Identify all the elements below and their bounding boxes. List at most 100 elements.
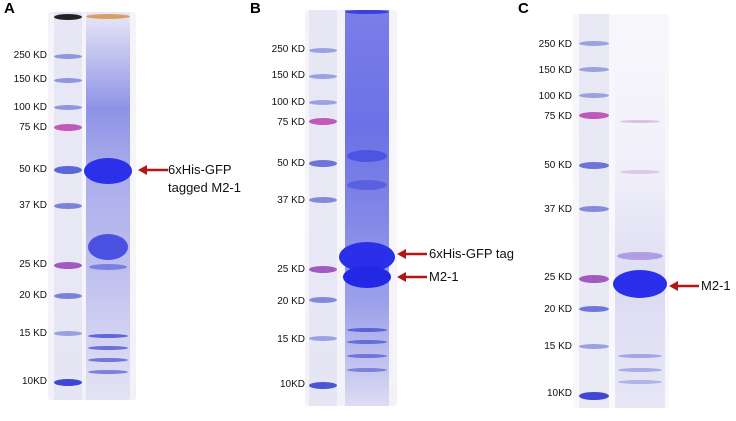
- ladder-band: [54, 293, 82, 299]
- ladder-band: [54, 105, 82, 110]
- mw-label: 10KD: [21, 376, 47, 387]
- sample-band: [88, 370, 128, 374]
- annotation-gfp-tagged-line1: 6xHis-GFP: [168, 162, 232, 177]
- ladder-band: [579, 306, 609, 312]
- sample-band: [617, 252, 663, 260]
- ladder-band-pink: [54, 262, 82, 269]
- ladder-band: [309, 297, 337, 303]
- ladder-band: [579, 344, 609, 349]
- panel-label-a: A: [4, 0, 15, 17]
- sample-band: [618, 368, 662, 372]
- annotation-m2-1: M2-1: [429, 269, 459, 284]
- sample-band: [347, 340, 387, 344]
- ladder-band: [309, 336, 337, 341]
- mw-label: 50 KD: [19, 164, 47, 175]
- panel-label-c: C: [518, 0, 529, 17]
- ladder-band: [54, 331, 82, 336]
- sample-lane: [84, 12, 132, 400]
- annotation-m2-1: M2-1: [701, 278, 731, 293]
- band-m2-1: [613, 270, 667, 298]
- ladder-band: [579, 162, 609, 169]
- mw-label: 75 KD: [544, 111, 572, 122]
- mw-label: 37 KD: [19, 200, 47, 211]
- mw-label: 150 KD: [538, 65, 572, 76]
- panel-a: A 250 KD 150 KD 100 KD 75 KD 50 KD 37 KD…: [0, 0, 245, 421]
- ladder-band: [54, 203, 82, 209]
- well: [86, 14, 130, 19]
- arrow-icon: [138, 165, 168, 175]
- ladder-band: [54, 379, 82, 386]
- sample-band: [88, 346, 128, 350]
- ladder-lane: [309, 10, 337, 406]
- mw-label: 20 KD: [19, 290, 47, 301]
- ladder-band: [309, 74, 337, 79]
- ladder-band-pink: [309, 118, 337, 125]
- mw-label: 75 KD: [277, 117, 305, 128]
- ladder-lane: [579, 14, 609, 408]
- mw-label: 20 KD: [544, 304, 572, 315]
- ladder-band-pink: [579, 275, 609, 283]
- ladder-band-pink: [579, 112, 609, 119]
- well: [345, 10, 389, 14]
- mw-label: 25 KD: [19, 259, 47, 270]
- sample-band: [88, 334, 128, 338]
- arrow-icon: [397, 272, 427, 282]
- mw-label: 15 KD: [277, 334, 305, 345]
- mw-label: 100 KD: [13, 102, 47, 113]
- mw-label: 37 KD: [544, 204, 572, 215]
- band-m2-1: [343, 266, 391, 288]
- ladder-band-pink: [54, 124, 82, 131]
- sample-band: [618, 380, 662, 384]
- ladder-band-pink: [309, 266, 337, 273]
- sample-band: [347, 150, 387, 162]
- sample-band: [88, 358, 128, 362]
- band-gfp-m2-1: [84, 158, 132, 184]
- mw-label: 150 KD: [13, 74, 47, 85]
- mw-label: 10KD: [546, 388, 572, 399]
- mw-label: 37 KD: [277, 195, 305, 206]
- mw-label: 25 KD: [544, 272, 572, 283]
- panel-b: B 250 KD 150 KD 100 KD 75 KD 50 KD 37 KD…: [245, 0, 515, 421]
- ladder-band: [54, 54, 82, 59]
- panel-c: C 250 KD 150 KD 100 KD 75 KD 50 KD 37 KD…: [515, 0, 736, 421]
- ladder-band: [579, 392, 609, 400]
- mw-label: 250 KD: [538, 39, 572, 50]
- annotation-gfp-tagged-line2: tagged M2-1: [168, 180, 241, 195]
- ladder-band: [309, 48, 337, 53]
- mw-label: 150 KD: [271, 70, 305, 81]
- sample-lane: [339, 10, 395, 406]
- sample-band: [618, 354, 662, 358]
- mw-label: 250 KD: [13, 50, 47, 61]
- ladder-band: [579, 93, 609, 98]
- ladder-band: [579, 67, 609, 72]
- gel-image-a: [48, 12, 136, 400]
- mw-label: 100 KD: [271, 97, 305, 108]
- ladder-band: [54, 78, 82, 83]
- mw-label: 10KD: [279, 379, 305, 390]
- ladder-band: [309, 100, 337, 105]
- ladder-band: [309, 160, 337, 167]
- mw-label: 15 KD: [544, 341, 572, 352]
- gel-image-b: [305, 10, 397, 406]
- mw-label: 50 KD: [544, 160, 572, 171]
- mw-label: 75 KD: [19, 122, 47, 133]
- sample-band: [620, 120, 660, 123]
- ladder-band: [309, 382, 337, 389]
- mw-label: 50 KD: [277, 158, 305, 169]
- mw-label: 25 KD: [277, 264, 305, 275]
- sample-lane: [613, 14, 667, 408]
- mw-label: 250 KD: [271, 44, 305, 55]
- ladder-band: [309, 197, 337, 203]
- mw-label: 100 KD: [538, 91, 572, 102]
- mw-label: 15 KD: [19, 328, 47, 339]
- sample-band: [620, 170, 660, 174]
- mw-label: 20 KD: [277, 296, 305, 307]
- panel-label-b: B: [250, 0, 261, 17]
- ladder-band: [579, 206, 609, 212]
- well: [54, 14, 82, 20]
- ladder-lane: [54, 12, 82, 400]
- annotation-gfp-tag: 6xHis-GFP tag: [429, 246, 515, 261]
- sample-band: [89, 264, 127, 270]
- sample-band: [347, 180, 387, 190]
- sample-band: [347, 328, 387, 332]
